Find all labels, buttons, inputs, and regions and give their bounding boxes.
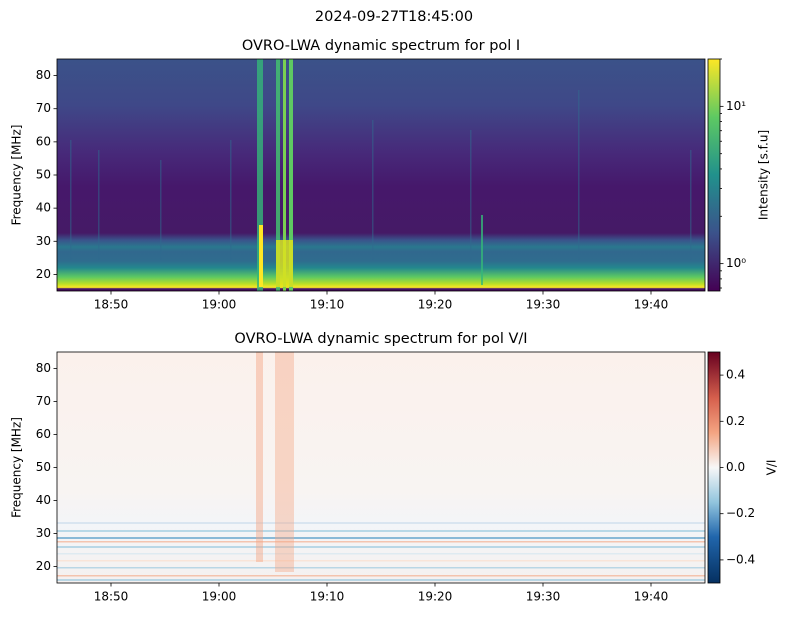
y-tick-label: 60 [36, 134, 51, 148]
y-tick-label: 80 [36, 361, 51, 375]
colorbar-tick-label: 0.0 [726, 460, 745, 474]
y-tick-label: 60 [36, 427, 51, 441]
x-tick-label: 19:20 [418, 298, 453, 312]
panel-title: OVRO-LWA dynamic spectrum for pol I [242, 38, 520, 54]
x-tick-label: 19:20 [418, 590, 453, 604]
colorbar-tick-label: 10⁰ [726, 256, 746, 270]
y-tick-label: 30 [36, 234, 51, 248]
colorbar-tick-label: 0.4 [726, 368, 745, 382]
spectrum-image [57, 59, 705, 291]
x-tick-label: 19:10 [310, 298, 345, 312]
y-tick-label: 50 [36, 460, 51, 474]
y-tick-label: 80 [36, 68, 51, 82]
x-tick-label: 19:40 [634, 298, 669, 312]
x-tick-label: 19:30 [526, 590, 561, 604]
spectrum-image [57, 352, 705, 583]
figure-title: 2024-09-27T18:45:00 [315, 9, 473, 25]
colorbar [707, 351, 721, 584]
colorbar-label: V/I [765, 460, 779, 476]
y-tick-label: 50 [36, 168, 51, 182]
colorbar-label: Intensity [s.f.u] [757, 130, 771, 220]
y-tick-label: 30 [36, 526, 51, 540]
x-tick-label: 18:50 [94, 298, 129, 312]
colorbar-tick-label: −0.4 [726, 552, 755, 566]
panel-title: OVRO-LWA dynamic spectrum for pol V/I [234, 331, 527, 347]
x-tick-label: 19:40 [634, 590, 669, 604]
y-tick-label: 70 [36, 394, 51, 408]
colorbar-tick-label: 10¹ [726, 99, 746, 113]
y-tick-label: 40 [36, 201, 51, 215]
y-tick-label: 20 [36, 267, 51, 281]
x-tick-label: 18:50 [94, 590, 129, 604]
y-axis-label: Frequency [MHz] [10, 125, 24, 226]
colorbar [707, 58, 721, 292]
colorbar-tick-label: 0.2 [726, 414, 745, 428]
y-tick-label: 40 [36, 493, 51, 507]
x-tick-label: 19:30 [526, 298, 561, 312]
x-tick-label: 19:00 [202, 298, 237, 312]
x-tick-label: 19:00 [202, 590, 237, 604]
x-tick-label: 19:10 [310, 590, 345, 604]
colorbar-tick-label: −0.2 [726, 506, 755, 520]
y-tick-label: 70 [36, 101, 51, 115]
y-tick-label: 20 [36, 559, 51, 573]
y-axis-label: Frequency [MHz] [10, 417, 24, 518]
